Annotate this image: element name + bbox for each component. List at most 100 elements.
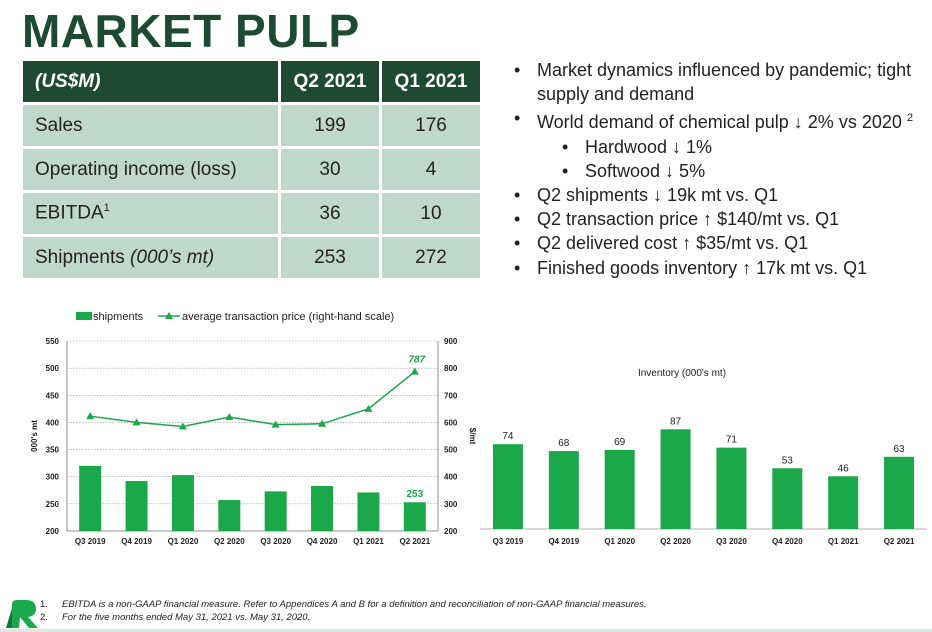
bullet-item: Q2 shipments ↓ 19k mt vs. Q1 [512,183,932,207]
table-row: Shipments (000’s mt) 253 272 [23,237,480,278]
y-tick-label: 200 [46,527,60,536]
footnote-ref: 1 [103,202,110,215]
bullet-text: Market dynamics influenced by pandemic; … [537,60,912,105]
y2-tick-label: 800 [444,364,458,373]
shipments-bar [357,492,380,531]
y-tick-label: 500 [46,364,60,373]
bullet-text: Q2 delivered cost ↑ $35/mt vs. Q1 [537,233,809,254]
x-tick-label: Q2 2021 [884,537,915,546]
table-header-q2: Q2 2021 [281,61,379,102]
y2-tick-label: 600 [444,418,458,427]
bullet-item: Q2 transaction price ↑ $140/mt vs. Q1 [512,207,932,231]
data-label: 46 [838,463,850,474]
x-tick-label: Q3 2020 [260,537,291,546]
inventory-bar [660,429,691,529]
footnote-number: 2. [40,612,48,623]
y-tick-label: 350 [46,446,60,455]
inventory-chart: Inventory (000's mt) 74 Q3 2019 68 Q4 2019 69… [480,368,927,546]
x-tick-label: Q3 2020 [716,537,747,546]
y2-axis-title: $/mt [468,428,477,445]
row-value-q2: 36 [281,193,379,234]
y-tick-label: 250 [46,500,60,509]
table-header-row: (US$M) Q2 2021 Q1 2021 [23,61,480,102]
x-tick-label: Q4 2019 [121,537,152,546]
price-marker [132,418,141,426]
table-row: Sales 199 176 [23,105,480,146]
bullet-text: Hardwood ↓ 1% [585,136,713,157]
inventory-bar [604,449,635,529]
x-tick-label: Q1 2020 [604,537,635,546]
bullet-text: Q2 shipments ↓ 19k mt vs. Q1 [537,185,779,206]
bullet-list: Market dynamics influenced by pandemic; … [512,58,932,280]
inventory-bar [828,476,859,529]
footnote-number: 1. [40,599,48,610]
financial-table: (US$M) Q2 2021 Q1 2021 Sales 199 176 Ope… [20,58,483,281]
x-tick-label: Q1 2020 [168,537,199,546]
data-label: 74 [502,431,514,442]
shipments-bar [125,481,148,531]
shipments-bar [79,465,102,531]
row-value-q1: 272 [382,237,480,278]
inventory-bar [772,468,803,529]
table-header-units: (US$M) [23,61,278,102]
inventory-bar [884,456,915,529]
x-tick-label: Q2 2020 [660,537,691,546]
data-label: 53 [782,455,794,466]
inventory-bar [492,444,523,529]
table-row: Operating income (loss) 30 4 [23,149,480,190]
y-axis-title: 000's mt [30,420,39,452]
price-marker [178,422,187,430]
y2-tick-label: 400 [444,473,458,482]
x-tick-label: Q4 2020 [307,537,338,546]
price-marker [271,420,280,428]
bullet-subitem: Hardwood ↓ 1% [512,135,932,159]
data-label: 787 [408,355,425,366]
inventory-bar [716,447,747,529]
legend-label-shipments: shipments [93,311,144,323]
shipments-bar [311,485,334,531]
chart-title: Inventory (000's mt) [638,368,726,379]
row-label-text: Shipments [35,246,131,268]
row-value-q2: 199 [281,105,379,146]
row-value-q2: 30 [281,149,379,190]
data-label: 87 [670,416,682,427]
price-line [90,371,416,428]
x-tick-label: Q3 2019 [75,537,106,546]
y-tick-label: 450 [46,391,60,400]
y2-tick-label: 900 [444,337,458,346]
legend-marker-price [165,312,173,319]
y2-tick-label: 200 [444,527,458,536]
table-row: EBITDA1 36 10 [23,193,480,234]
y2-tick-label: 500 [444,446,458,455]
row-label-text: EBITDA [35,202,104,224]
bullet-item: Finished goods inventory ↑ 17k mt vs. Q1 [512,256,932,280]
row-label: Sales [23,105,278,146]
legend-swatch-shipments [76,312,92,320]
legend-label-price: average transaction price (right-hand sc… [182,311,394,323]
x-tick-label: Q4 2019 [548,537,579,546]
y2-tick-label: 300 [444,500,458,509]
x-tick-label: Q2 2021 [399,537,430,546]
page-title: MARKET PULP [22,5,360,57]
bullet-text: Softwood ↓ 5% [585,160,706,181]
bullet-text: World demand of chemical pulp ↓ 2% vs 20… [537,112,907,133]
x-tick-label: Q2 2020 [214,537,245,546]
row-value-q1: 10 [382,193,480,234]
table-header-q1: Q1 2021 [382,61,480,102]
bullet-item: Q2 delivered cost ↑ $35/mt vs. Q1 [512,231,932,255]
data-label: 69 [614,437,626,448]
price-marker [364,404,373,412]
bullet-text: Q2 transaction price ↑ $140/mt vs. Q1 [537,209,840,230]
x-tick-label: Q1 2021 [353,537,384,546]
y2-tick-label: 700 [444,391,458,400]
shipments-price-chart: shipments average transaction price (righ… [30,311,477,546]
price-marker [225,413,234,420]
y-tick-label: 400 [46,418,60,427]
bullet-text: Finished goods inventory ↑ 17k mt vs. Q1 [537,257,868,278]
row-value-q2: 253 [281,237,379,278]
price-marker [410,367,419,375]
row-value-q1: 176 [382,105,480,146]
shipments-bar [171,475,194,531]
data-label: 253 [406,489,423,500]
footnote-text: EBITDA is a non-GAAP financial measure. … [62,599,647,610]
